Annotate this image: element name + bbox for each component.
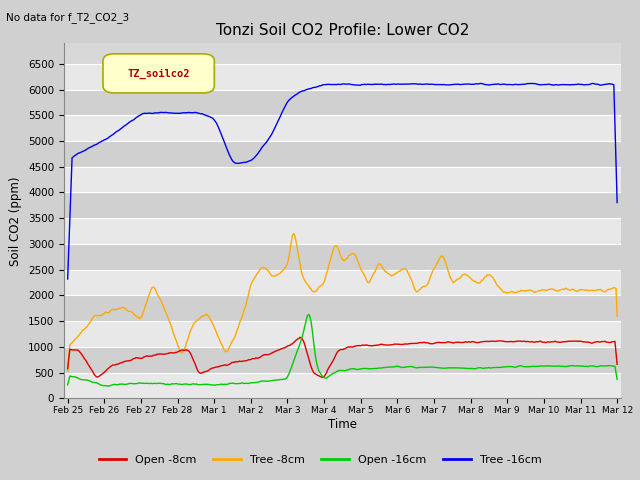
Y-axis label: Soil CO2 (ppm): Soil CO2 (ppm) bbox=[10, 176, 22, 265]
Bar bbox=[64, 270, 621, 296]
Legend: Open -8cm, Tree -8cm, Open -16cm, Tree -16cm: Open -8cm, Tree -8cm, Open -16cm, Tree -… bbox=[94, 451, 546, 469]
Bar bbox=[64, 115, 621, 141]
Bar bbox=[64, 167, 621, 192]
FancyBboxPatch shape bbox=[103, 54, 214, 93]
X-axis label: Time: Time bbox=[328, 418, 357, 431]
Bar bbox=[64, 321, 621, 347]
Text: No data for f_T2_CO2_3: No data for f_T2_CO2_3 bbox=[6, 12, 129, 23]
Bar bbox=[64, 372, 621, 398]
Bar bbox=[64, 347, 621, 372]
Bar bbox=[64, 64, 621, 90]
Bar bbox=[64, 141, 621, 167]
Bar bbox=[64, 218, 621, 244]
Text: TZ_soilco2: TZ_soilco2 bbox=[127, 68, 190, 79]
Bar bbox=[64, 192, 621, 218]
Bar bbox=[64, 244, 621, 270]
Title: Tonzi Soil CO2 Profile: Lower CO2: Tonzi Soil CO2 Profile: Lower CO2 bbox=[216, 23, 469, 38]
Bar bbox=[64, 296, 621, 321]
Bar bbox=[64, 90, 621, 115]
